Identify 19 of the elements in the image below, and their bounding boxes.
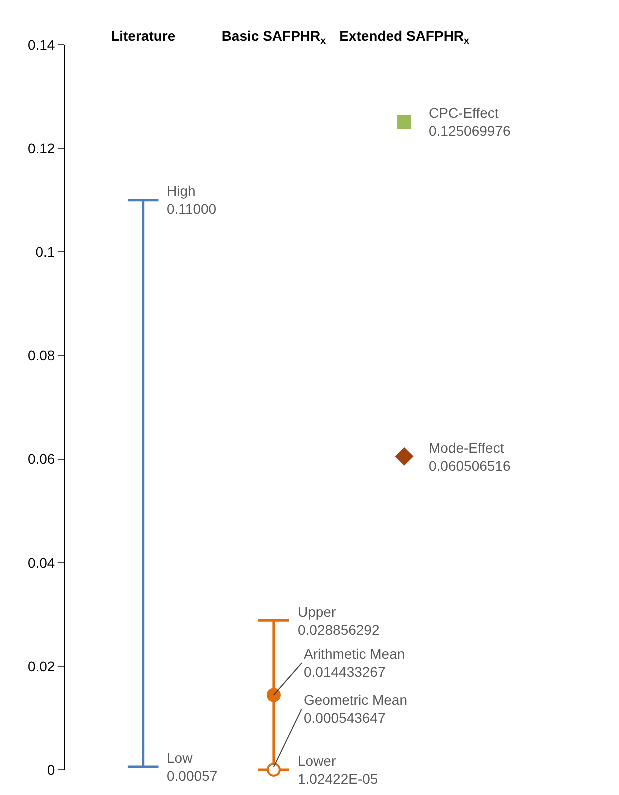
x-tick-label: Extended SAFPHR$_{x}$ [340, 28, 470, 48]
annotation: Mode-Effect 0.060506516 [429, 440, 511, 474]
x-tick-label: Literature [111, 28, 176, 44]
annotation: Lower 1.02422E-05 [298, 753, 378, 788]
annotation: Upper 0.028856292 [298, 604, 380, 638]
annotation: CPC-Effect 0.125069976 [429, 105, 511, 140]
y-tick-label: 0.06 [28, 451, 56, 468]
y-tick-label: 0.14 [28, 36, 56, 53]
annotation: Arithmetic Mean 0.014433267 [304, 646, 406, 680]
x-tick-label: Basic SAFPHR$_{x}$ [222, 28, 327, 48]
y-tick-label: 0.1 [36, 244, 56, 260]
y-tick-label: 0.12 [28, 140, 56, 156]
annotation: Low 0.00057 [167, 750, 218, 784]
annotation: High 0.11000 [167, 183, 217, 218]
y-tick-label: 0.08 [28, 348, 56, 364]
y-tick-label: 0 [47, 762, 56, 778]
annotation: Geometric Mean 0.000543647 [304, 692, 408, 726]
y-tick-label: 0.04 [28, 554, 56, 571]
y-tick-label: 0.02 [28, 658, 56, 674]
